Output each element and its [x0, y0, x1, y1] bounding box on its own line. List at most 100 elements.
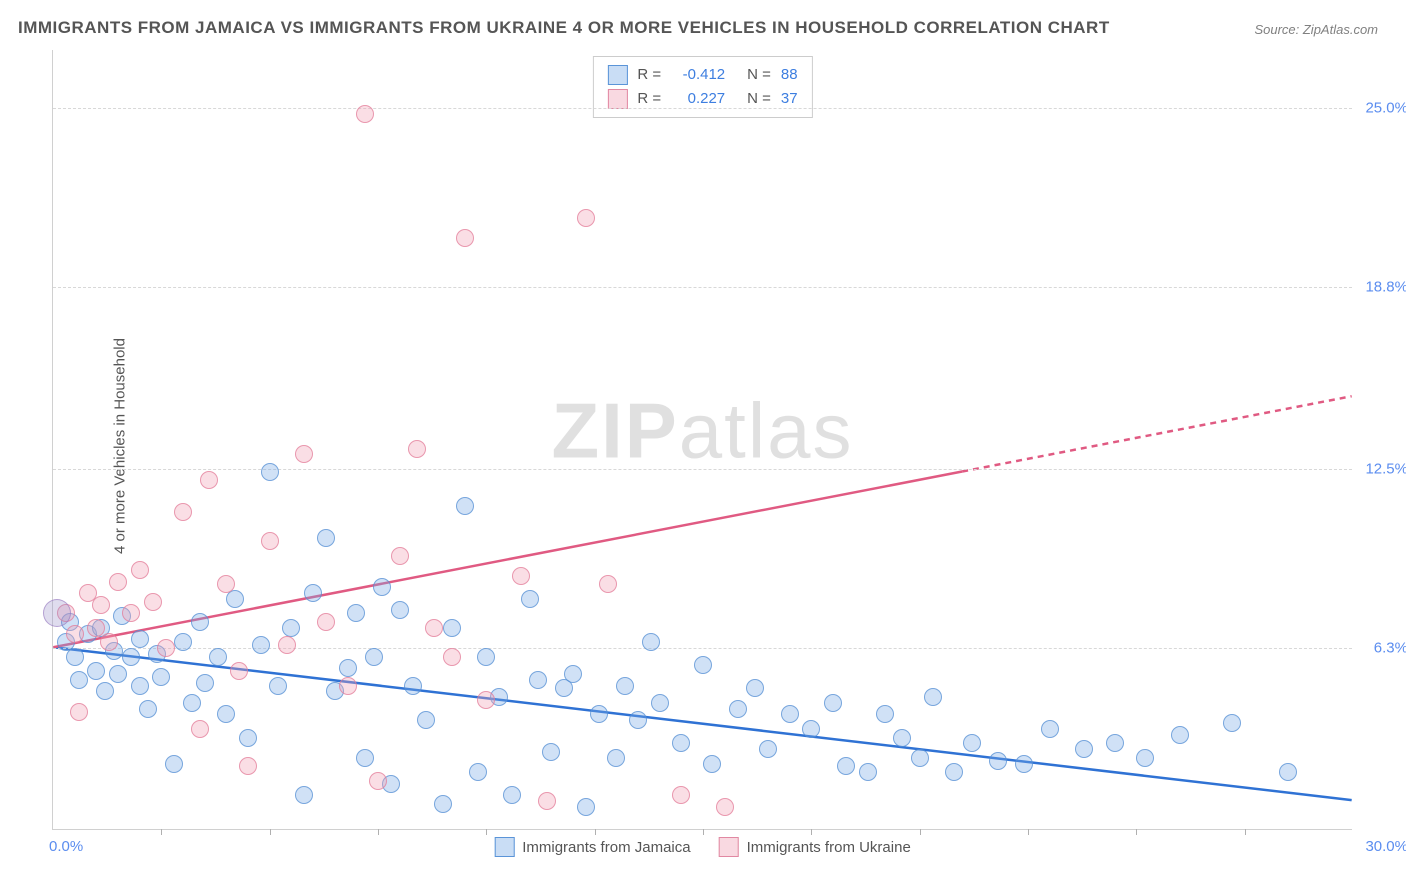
y-tick-label: 25.0% [1365, 99, 1406, 116]
scatter-point-jamaica [87, 662, 105, 680]
scatter-point-jamaica [391, 601, 409, 619]
scatter-point-ukraine [92, 596, 110, 614]
stats-row-jamaica: R = -0.412 N = 88 [607, 63, 797, 87]
scatter-point-ukraine [408, 440, 426, 458]
scatter-point-jamaica [404, 677, 422, 695]
x-minor-tick [1245, 829, 1246, 835]
x-minor-tick [595, 829, 596, 835]
scatter-point-ukraine [278, 636, 296, 654]
scatter-point-jamaica [963, 734, 981, 752]
scatter-point-ukraine [191, 720, 209, 738]
scatter-point-jamaica [269, 677, 287, 695]
swatch-blue-icon [494, 837, 514, 857]
gridline [53, 108, 1352, 109]
scatter-point-jamaica [356, 749, 374, 767]
trend-lines [53, 50, 1352, 829]
scatter-point-ukraine [443, 648, 461, 666]
scatter-point-jamaica [521, 590, 539, 608]
scatter-point-jamaica [759, 740, 777, 758]
scatter-point-jamaica [1171, 726, 1189, 744]
bottom-legend: Immigrants from Jamaica Immigrants from … [494, 837, 911, 857]
source-attribution: Source: ZipAtlas.com [1254, 22, 1378, 37]
scatter-point-jamaica [802, 720, 820, 738]
scatter-point-jamaica [746, 679, 764, 697]
x-minor-tick [920, 829, 921, 835]
x-minor-tick [161, 829, 162, 835]
x-minor-tick [486, 829, 487, 835]
scatter-point-jamaica [304, 584, 322, 602]
scatter-point-jamaica [469, 763, 487, 781]
scatter-point-jamaica [131, 630, 149, 648]
scatter-point-jamaica [577, 798, 595, 816]
n-value-jamaica: 88 [781, 63, 798, 87]
x-tick-label: 30.0% [1365, 838, 1406, 855]
scatter-point-jamaica [876, 705, 894, 723]
scatter-point-jamaica [893, 729, 911, 747]
scatter-point-jamaica [443, 619, 461, 637]
scatter-point-jamaica [1041, 720, 1059, 738]
scatter-point-ukraine [477, 691, 495, 709]
scatter-point-ukraine [217, 575, 235, 593]
scatter-point-jamaica [96, 682, 114, 700]
scatter-point-origin [43, 599, 71, 627]
scatter-point-ukraine [369, 772, 387, 790]
scatter-point-jamaica [1279, 763, 1297, 781]
r-value-jamaica: -0.412 [671, 63, 725, 87]
scatter-point-ukraine [144, 593, 162, 611]
scatter-point-jamaica [629, 711, 647, 729]
scatter-point-jamaica [347, 604, 365, 622]
x-minor-tick [1136, 829, 1137, 835]
r-label: R = [637, 63, 661, 87]
scatter-point-jamaica [989, 752, 1007, 770]
scatter-point-jamaica [729, 700, 747, 718]
scatter-point-ukraine [157, 639, 175, 657]
scatter-point-jamaica [924, 688, 942, 706]
watermark-bold: ZIP [551, 386, 678, 474]
scatter-point-jamaica [317, 529, 335, 547]
plot-area: ZIPatlas R = -0.412 N = 88 R = 0.227 N =… [52, 50, 1352, 830]
gridline [53, 648, 1352, 649]
legend-label-ukraine: Immigrants from Ukraine [747, 839, 911, 856]
y-tick-label: 12.5% [1365, 460, 1406, 477]
scatter-point-jamaica [174, 633, 192, 651]
scatter-point-jamaica [945, 763, 963, 781]
scatter-point-jamaica [781, 705, 799, 723]
scatter-point-ukraine [200, 471, 218, 489]
scatter-point-ukraine [317, 613, 335, 631]
scatter-point-jamaica [191, 613, 209, 631]
scatter-point-ukraine [100, 633, 118, 651]
scatter-point-jamaica [66, 648, 84, 666]
scatter-point-jamaica [183, 694, 201, 712]
scatter-point-jamaica [1075, 740, 1093, 758]
scatter-point-jamaica [1015, 755, 1033, 773]
n-label: N = [747, 63, 771, 87]
scatter-point-ukraine [230, 662, 248, 680]
scatter-point-jamaica [417, 711, 435, 729]
x-minor-tick [270, 829, 271, 835]
legend-label-jamaica: Immigrants from Jamaica [522, 839, 690, 856]
scatter-point-jamaica [196, 674, 214, 692]
scatter-point-jamaica [824, 694, 842, 712]
scatter-point-jamaica [642, 633, 660, 651]
scatter-point-jamaica [109, 665, 127, 683]
scatter-point-jamaica [1223, 714, 1241, 732]
scatter-point-ukraine [538, 792, 556, 810]
y-tick-label: 6.3% [1374, 640, 1406, 657]
gridline [53, 287, 1352, 288]
scatter-point-ukraine [391, 547, 409, 565]
x-minor-tick [378, 829, 379, 835]
scatter-point-ukraine [599, 575, 617, 593]
scatter-point-jamaica [703, 755, 721, 773]
scatter-point-ukraine [174, 503, 192, 521]
scatter-point-jamaica [911, 749, 929, 767]
scatter-point-jamaica [365, 648, 383, 666]
swatch-blue-icon [607, 65, 627, 85]
scatter-point-ukraine [295, 445, 313, 463]
legend-item-jamaica: Immigrants from Jamaica [494, 837, 690, 857]
scatter-point-ukraine [672, 786, 690, 804]
scatter-point-jamaica [252, 636, 270, 654]
legend-item-ukraine: Immigrants from Ukraine [719, 837, 911, 857]
scatter-point-ukraine [512, 567, 530, 585]
scatter-point-ukraine [66, 625, 84, 643]
x-minor-tick [811, 829, 812, 835]
